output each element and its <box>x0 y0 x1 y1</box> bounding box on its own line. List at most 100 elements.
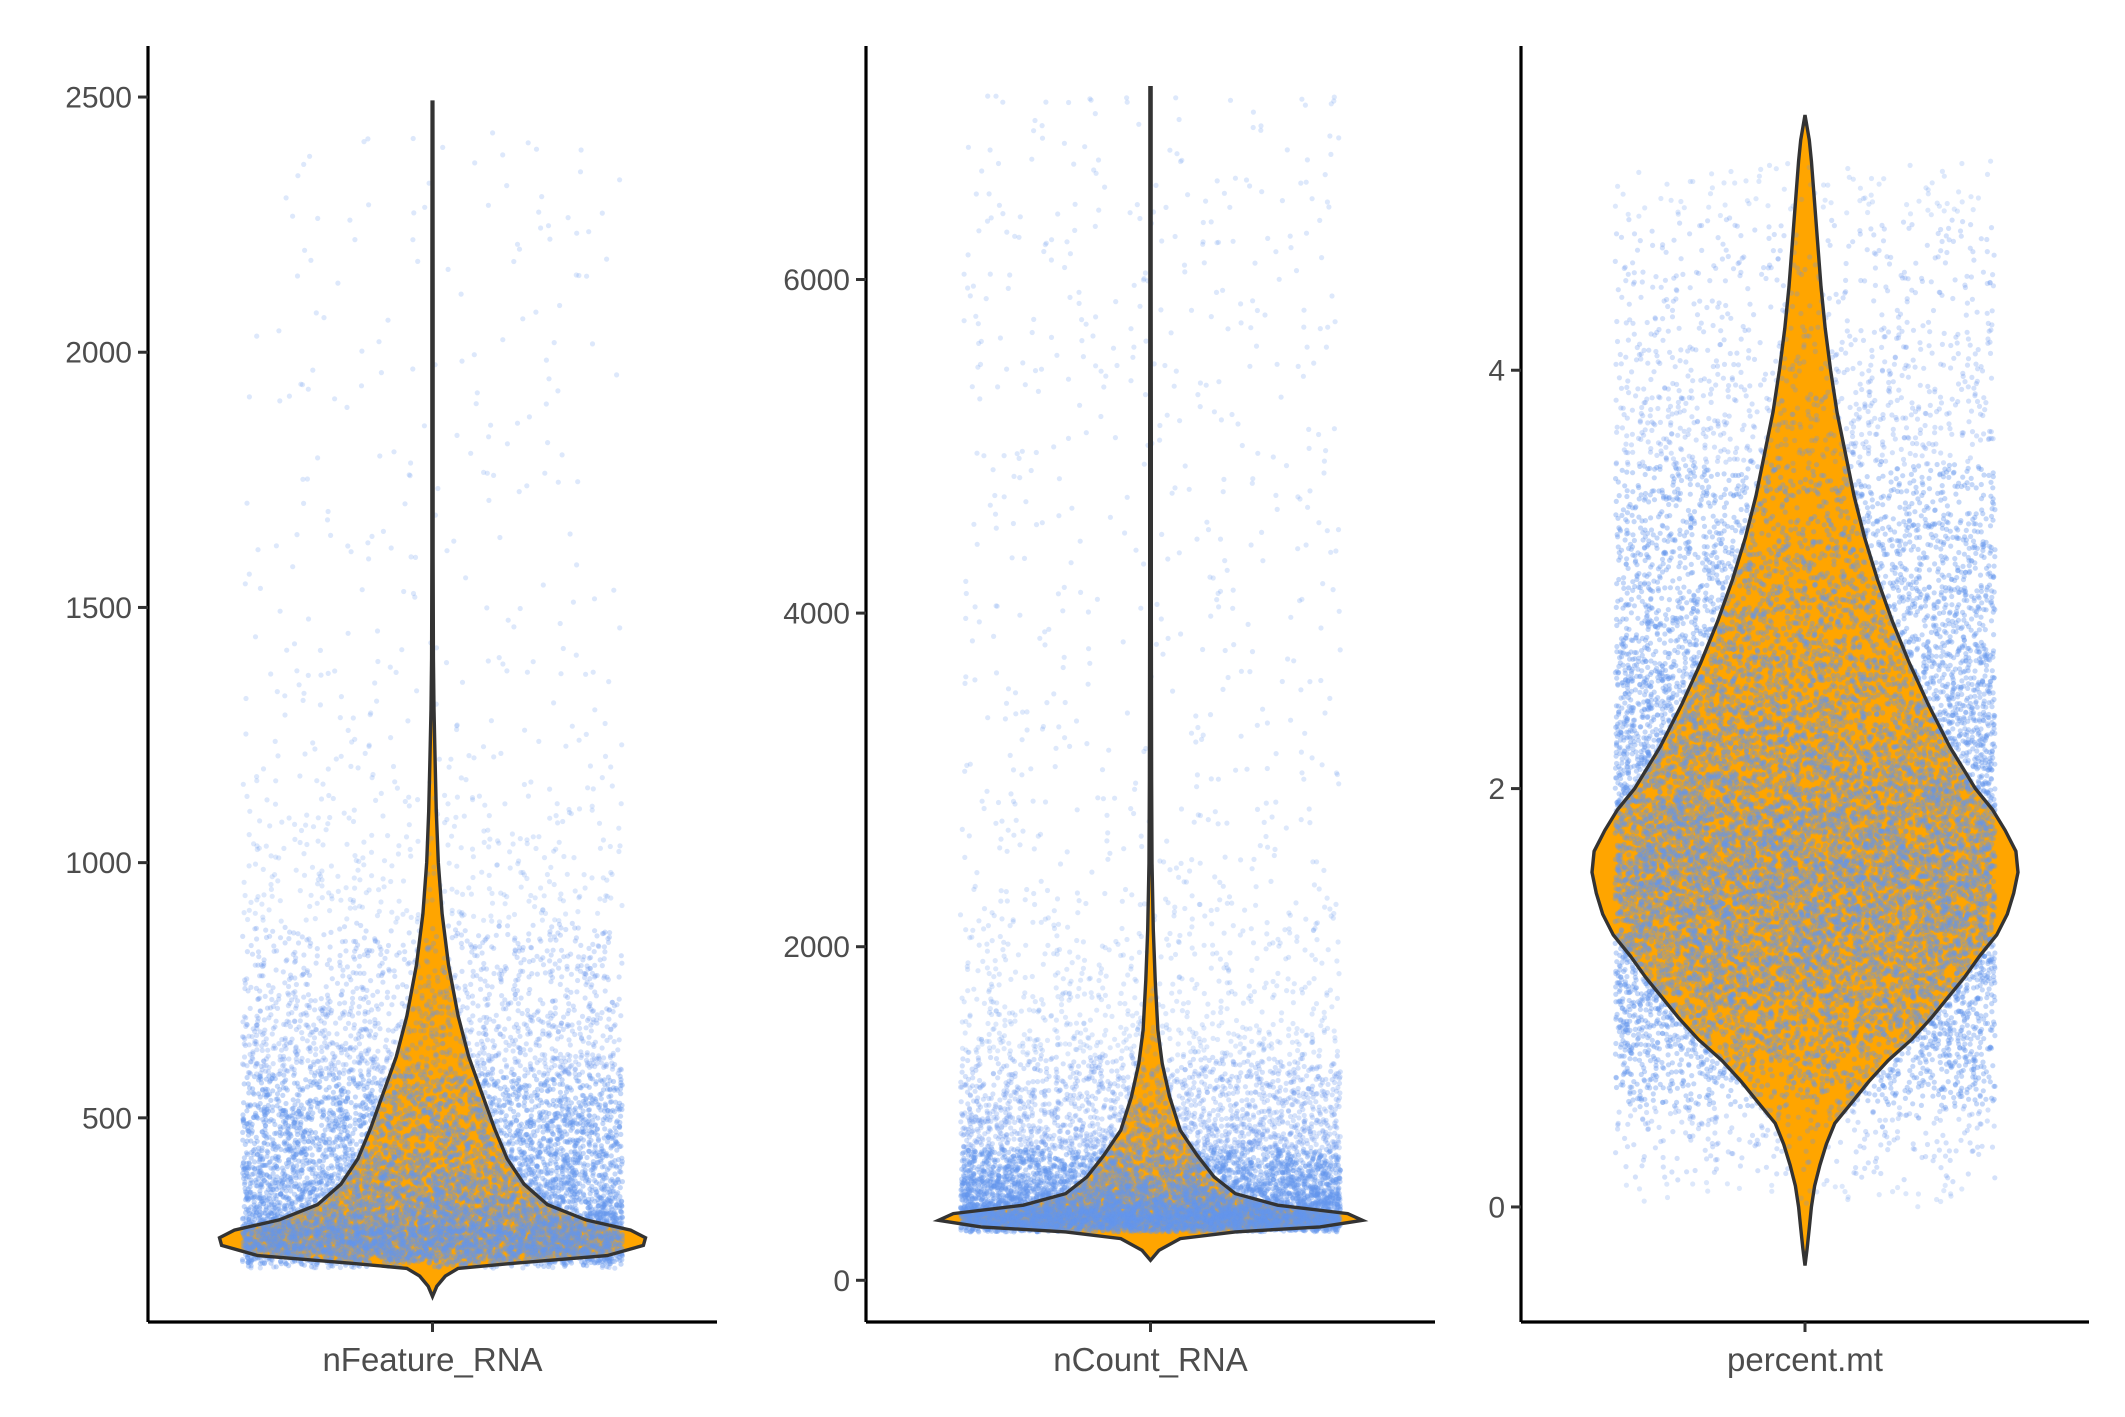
data-point <box>493 1053 499 1059</box>
data-point <box>318 996 324 1002</box>
data-point <box>260 917 266 923</box>
data-point <box>444 1200 450 1206</box>
data-point <box>496 971 502 977</box>
data-point <box>606 679 612 685</box>
data-point <box>324 1043 330 1050</box>
data-point <box>469 795 476 801</box>
data-point <box>315 455 321 461</box>
data-point <box>560 898 567 904</box>
data-point <box>459 1195 465 1202</box>
data-point <box>548 1015 554 1021</box>
data-point <box>272 1045 278 1051</box>
data-point <box>572 888 578 894</box>
data-point <box>244 949 250 955</box>
data-point <box>464 1251 470 1257</box>
data-point <box>418 1229 424 1235</box>
data-point <box>511 1250 517 1256</box>
data-point <box>312 1052 319 1058</box>
data-point <box>394 952 400 958</box>
data-point <box>339 1204 345 1210</box>
data-point <box>337 1264 343 1271</box>
data-point <box>363 1227 369 1233</box>
data-point <box>315 215 321 221</box>
data-point <box>517 1049 523 1055</box>
data-point <box>516 1217 522 1223</box>
data-point <box>587 1186 593 1192</box>
data-point <box>310 367 316 373</box>
data-point <box>451 823 457 829</box>
data-point <box>348 1033 354 1039</box>
data-point <box>502 1057 508 1063</box>
data-point <box>244 793 250 800</box>
data-point <box>291 1242 297 1248</box>
data-point <box>526 414 533 420</box>
data-point <box>246 832 252 838</box>
data-point <box>269 996 275 1003</box>
data-point <box>560 1185 566 1191</box>
data-point <box>576 954 582 960</box>
data-point <box>312 1007 318 1013</box>
data-point <box>374 1202 380 1209</box>
data-point <box>584 1154 590 1161</box>
data-point <box>397 1200 403 1207</box>
data-point <box>544 948 550 954</box>
data-point <box>415 912 421 918</box>
data-point <box>408 554 414 560</box>
data-point <box>518 884 524 890</box>
data-point <box>267 1184 273 1190</box>
data-point <box>331 1171 337 1177</box>
data-point <box>404 908 410 914</box>
data-point <box>408 914 414 921</box>
data-point <box>563 911 569 917</box>
data-point <box>606 1264 612 1270</box>
data-point <box>314 778 320 784</box>
data-point <box>337 715 343 721</box>
data-point <box>271 943 277 949</box>
data-point <box>445 266 451 272</box>
data-point <box>406 1119 412 1125</box>
data-point <box>308 257 314 263</box>
data-point <box>510 1048 516 1054</box>
data-point <box>543 357 550 363</box>
data-point <box>524 669 531 675</box>
data-point <box>406 822 412 828</box>
data-point <box>327 908 333 914</box>
data-point <box>536 738 542 745</box>
data-point <box>537 1244 543 1250</box>
data-point <box>399 1000 405 1007</box>
data-point <box>553 813 559 819</box>
data-point <box>475 1142 481 1148</box>
data-point <box>393 1026 399 1032</box>
data-point <box>342 1025 348 1032</box>
data-point <box>263 1041 269 1047</box>
data-point <box>292 836 298 843</box>
data-point <box>255 547 261 553</box>
data-point <box>504 668 510 674</box>
data-point <box>602 1199 608 1205</box>
data-point <box>397 1089 403 1095</box>
data-point <box>573 1059 579 1065</box>
data-point <box>565 1233 571 1239</box>
data-point <box>319 895 325 901</box>
data-point <box>284 957 290 963</box>
data-point <box>541 893 547 899</box>
data-point <box>283 1117 289 1123</box>
data-point <box>451 538 457 544</box>
data-point <box>336 1044 342 1050</box>
data-point <box>591 596 598 602</box>
data-point <box>484 605 490 611</box>
data-point <box>482 937 488 943</box>
data-point <box>312 916 318 922</box>
data-point <box>589 341 596 347</box>
data-point <box>274 689 280 695</box>
data-point <box>595 1072 601 1078</box>
data-point <box>594 1012 600 1018</box>
data-point <box>509 831 515 837</box>
data-point <box>387 664 393 670</box>
data-point <box>577 1025 583 1031</box>
data-point <box>394 1084 400 1090</box>
data-point <box>407 1163 413 1169</box>
data-point <box>493 1053 499 1059</box>
data-point <box>448 756 454 762</box>
data-point <box>293 867 299 873</box>
